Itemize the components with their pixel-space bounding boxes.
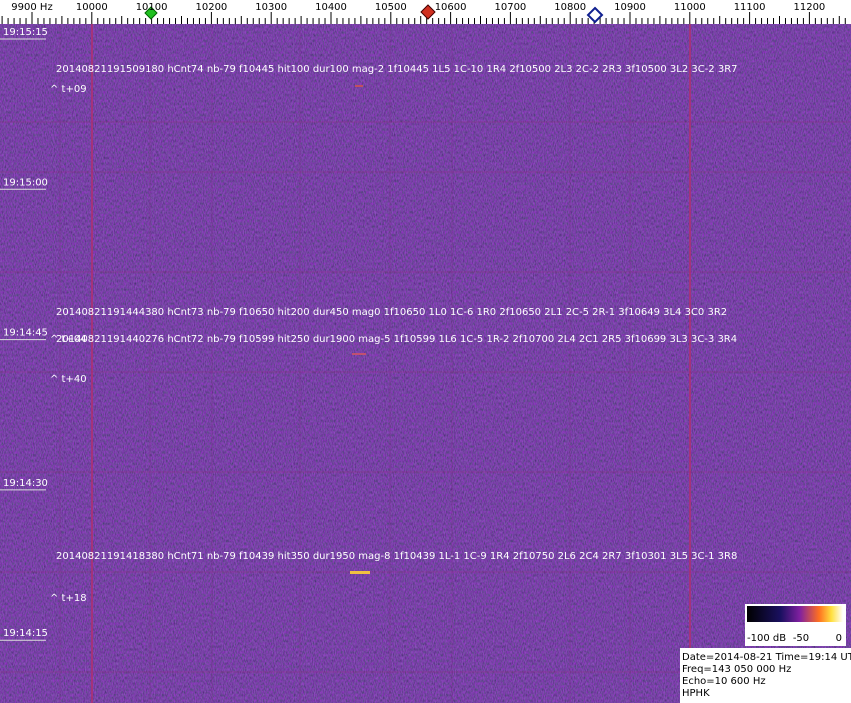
freq-label: 10900 (614, 2, 646, 13)
annotation: ^ t+09 (50, 84, 87, 95)
annotation: ^ t+40 (50, 374, 87, 385)
time-label: 19:15:15 (3, 27, 48, 38)
info-line: Echo=10 600 Hz (682, 676, 766, 687)
freq-label: 10700 (494, 2, 526, 13)
freq-label: 10600 (435, 2, 467, 13)
meteor-echo (352, 353, 366, 355)
annotation: ^ t+18 (50, 593, 87, 604)
info-line: Freq=143 050 000 Hz (682, 664, 791, 675)
info-line: HPHK (682, 688, 710, 699)
freq-label: 11000 (674, 2, 706, 13)
noise (0, 24, 851, 703)
colorbar-label: 0 (836, 633, 842, 644)
colorbar (747, 606, 843, 622)
annotation: 20140821191418380 hCnt71 nb-79 f10439 hi… (56, 551, 737, 562)
freq-label: 10300 (255, 2, 287, 13)
freq-label: 11200 (793, 2, 825, 13)
annotation: 20140821191444380 hCnt73 nb-79 f10650 hi… (56, 307, 727, 318)
time-label: 19:14:15 (3, 628, 48, 639)
info-box (680, 648, 851, 703)
annotation: 20140821191509180 hCnt74 nb-79 f10445 hi… (56, 64, 738, 75)
annotation: 20140821191440276 hCnt72 nb-79 f10599 hi… (56, 334, 737, 345)
meteor-echo (355, 85, 363, 87)
freq-label: 9900 Hz (11, 2, 52, 13)
time-label: 19:14:30 (3, 478, 48, 489)
marker-blue[interactable] (586, 6, 604, 24)
marker-red[interactable] (420, 4, 436, 20)
freq-label: 10200 (195, 2, 227, 13)
colorbar-label: -100 dB (747, 633, 786, 644)
grid (0, 24, 851, 703)
freq-label: 10800 (554, 2, 586, 13)
time-label: 19:14:45 (3, 328, 48, 339)
freq-label: 10400 (315, 2, 347, 13)
freq-label: 10500 (375, 2, 407, 13)
freq-label: 10000 (76, 2, 108, 13)
freq-label: 11100 (734, 2, 766, 13)
meteor-echo (350, 571, 370, 574)
info-line: Date=2014-08-21 Time=19:14 UTC (682, 652, 851, 663)
freq-label: 10100 (136, 2, 168, 13)
marker-green[interactable] (144, 6, 158, 20)
annotation: ^ t+04 (50, 334, 87, 345)
time-label: 19:15:00 (3, 177, 48, 188)
colorbar-label: -50 (793, 633, 809, 644)
